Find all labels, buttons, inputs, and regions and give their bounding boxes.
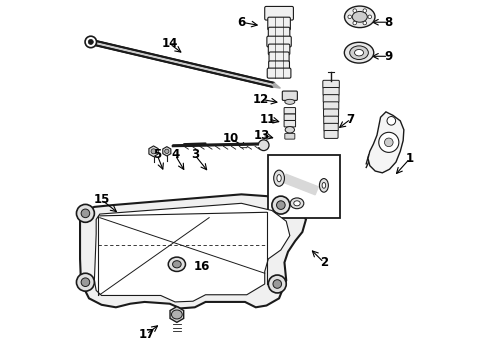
Circle shape [269,275,286,293]
Polygon shape [80,194,306,309]
Polygon shape [170,307,184,322]
Text: 7: 7 [347,113,355,126]
Circle shape [353,21,357,25]
Circle shape [387,117,395,125]
Ellipse shape [290,198,304,209]
Ellipse shape [352,12,368,22]
Ellipse shape [258,140,269,150]
FancyBboxPatch shape [285,134,295,139]
FancyBboxPatch shape [269,27,290,39]
FancyBboxPatch shape [269,155,340,218]
Circle shape [353,9,357,12]
Circle shape [385,138,393,147]
FancyBboxPatch shape [284,121,295,127]
Ellipse shape [355,49,364,56]
Ellipse shape [285,127,294,133]
FancyBboxPatch shape [267,68,291,78]
Text: 4: 4 [171,148,179,161]
Text: 9: 9 [384,50,392,63]
Polygon shape [273,83,280,88]
FancyBboxPatch shape [323,109,339,117]
Text: 11: 11 [260,113,276,126]
Circle shape [379,132,399,152]
Ellipse shape [274,170,285,186]
Text: 8: 8 [384,16,392,29]
Circle shape [88,40,93,44]
Text: 16: 16 [194,260,210,273]
Ellipse shape [322,183,326,188]
FancyBboxPatch shape [324,131,338,138]
FancyBboxPatch shape [324,116,339,124]
Ellipse shape [344,42,374,63]
FancyBboxPatch shape [268,17,291,30]
Ellipse shape [285,99,295,104]
Circle shape [85,36,97,48]
FancyBboxPatch shape [269,61,290,71]
Ellipse shape [294,201,300,206]
Ellipse shape [172,261,181,268]
Ellipse shape [344,6,375,28]
FancyBboxPatch shape [323,80,339,88]
Circle shape [363,9,367,12]
Text: 10: 10 [222,132,239,145]
Polygon shape [149,146,158,157]
FancyBboxPatch shape [284,114,295,121]
Circle shape [151,149,156,154]
Text: 5: 5 [153,148,161,161]
FancyBboxPatch shape [324,123,338,131]
Text: 3: 3 [191,148,199,161]
Circle shape [273,280,282,288]
FancyBboxPatch shape [323,102,339,110]
Circle shape [81,209,90,218]
Text: 12: 12 [253,93,270,106]
Text: 15: 15 [94,193,110,206]
FancyBboxPatch shape [323,95,339,103]
FancyBboxPatch shape [267,36,291,47]
Circle shape [76,204,95,222]
Ellipse shape [172,310,182,319]
Polygon shape [163,147,171,156]
Circle shape [368,15,371,19]
Text: 1: 1 [406,152,414,165]
Text: 17: 17 [138,328,154,341]
Circle shape [348,15,351,19]
FancyBboxPatch shape [282,91,297,100]
FancyBboxPatch shape [265,6,294,20]
Circle shape [81,278,90,287]
Text: 13: 13 [254,129,270,142]
Text: 6: 6 [237,16,245,29]
Circle shape [276,201,285,210]
Polygon shape [283,174,318,195]
Circle shape [76,273,95,291]
Ellipse shape [319,179,328,192]
FancyBboxPatch shape [269,44,290,55]
Circle shape [165,149,169,153]
FancyBboxPatch shape [284,108,295,114]
FancyBboxPatch shape [323,87,339,95]
Ellipse shape [277,175,281,182]
Text: 2: 2 [320,256,328,269]
Polygon shape [90,40,274,86]
Ellipse shape [350,46,368,59]
Polygon shape [368,112,404,173]
FancyBboxPatch shape [269,52,289,64]
Circle shape [272,196,290,214]
Ellipse shape [168,257,186,271]
Circle shape [363,21,367,25]
Polygon shape [95,203,290,302]
Text: 14: 14 [162,37,178,50]
